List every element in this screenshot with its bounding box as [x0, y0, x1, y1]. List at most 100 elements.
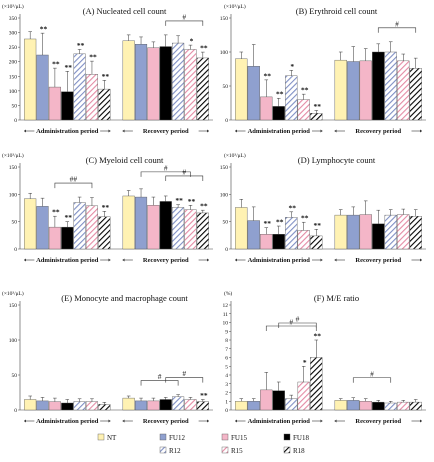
y-tick-label: 0	[225, 247, 228, 253]
bar	[184, 209, 197, 250]
bar	[73, 202, 86, 250]
y-tick-label: 1	[225, 399, 228, 405]
bar	[285, 217, 298, 250]
group-label: Administration period	[248, 418, 311, 425]
bar	[85, 205, 99, 250]
significance-star: **	[301, 86, 309, 95]
bar	[24, 198, 37, 250]
bar	[85, 74, 99, 121]
y-tick-label: 250	[9, 45, 18, 51]
bar	[24, 399, 37, 411]
significance-star: **	[65, 63, 73, 72]
significance-star: **	[102, 203, 110, 212]
period-arrow-right	[320, 419, 323, 423]
bar	[147, 400, 160, 411]
group-label: Recovery period	[355, 257, 401, 264]
chart-title: (C) Myeloid cell count	[86, 155, 164, 165]
period-arrow-left	[122, 258, 125, 262]
period-arrow-left	[334, 419, 337, 423]
y-tick-label: 150	[220, 16, 229, 22]
y-tick-label: 50	[12, 103, 18, 109]
bar	[347, 61, 360, 121]
significance-hash: #	[296, 315, 300, 324]
y-unit-label: (×10³/μL)	[2, 290, 24, 297]
y-tick-label: 100	[9, 192, 18, 198]
significance-star: **	[65, 213, 73, 222]
bar	[409, 68, 422, 121]
legend-swatch	[221, 446, 229, 454]
significance-star: **	[175, 196, 183, 205]
bar	[147, 47, 160, 121]
legend-swatch	[159, 433, 167, 441]
bar	[134, 44, 148, 121]
y-tick-label: 50	[223, 84, 229, 90]
chart-panel: (B) Erythroid cell count (×10³/μL) 0 50 100 1…	[220, 3, 426, 135]
y-tick-label: 0	[14, 118, 17, 124]
period-arrow-left	[24, 258, 26, 262]
significance-hash: #	[182, 12, 186, 21]
bar	[297, 230, 310, 250]
significance-star: *	[290, 62, 294, 71]
y-tick-label: 100	[9, 338, 18, 344]
significance-bracket	[352, 377, 392, 383]
bar	[134, 400, 148, 411]
significance-star: **	[264, 71, 272, 80]
significance-hash: ##	[70, 175, 78, 184]
group-label: Administration period	[248, 128, 311, 135]
chart-title: (B) Erythroid cell count	[296, 6, 378, 16]
y-tick-label: 350	[9, 16, 18, 22]
bar	[372, 223, 385, 250]
significance-star: **	[314, 102, 322, 111]
group-label: Administration period	[36, 257, 99, 264]
bar	[184, 399, 197, 411]
y-tick-label: 10	[223, 321, 229, 327]
chart-panel: (E) Monocyte and macrophage count (×10³/μ…	[2, 290, 213, 425]
y-unit-label: (×10³/μL)	[2, 152, 24, 159]
significance-star: **	[264, 219, 272, 228]
y-tick-label: 7	[225, 347, 228, 353]
bar	[122, 397, 135, 411]
significance-hash: #	[370, 369, 374, 378]
y-tick-label: 100	[220, 50, 229, 56]
bar	[372, 51, 385, 121]
bar	[98, 216, 111, 250]
bar	[196, 212, 209, 250]
legend-label: NT	[107, 434, 117, 442]
y-tick-label: 150	[9, 165, 18, 171]
significance-star: **	[52, 60, 60, 69]
group-label: Administration period	[248, 257, 311, 264]
bar	[285, 75, 298, 121]
significance-star: **	[276, 218, 284, 227]
period-arrow-right	[207, 419, 209, 423]
group-label: Recovery period	[143, 418, 189, 425]
period-arrow-left	[24, 419, 26, 423]
y-unit-label: (×10³/μL)	[224, 152, 246, 159]
bar	[36, 206, 49, 250]
significance-star: **	[52, 208, 60, 217]
significance-bracket	[165, 20, 204, 26]
legend-label: FU18	[293, 434, 309, 442]
y-tick-label: 0	[14, 247, 17, 253]
y-tick-label: 6	[225, 356, 228, 362]
legend-label: R12	[169, 447, 181, 455]
bar	[172, 207, 185, 250]
significance-bracket	[140, 171, 191, 177]
bar	[159, 201, 172, 250]
chart-title: (E) Monocyte and macrophage count	[61, 293, 188, 303]
period-arrow-right	[320, 258, 323, 262]
bar	[397, 401, 410, 411]
period-arrow-left	[334, 129, 337, 133]
chart-title: (D) Lymphocyte count	[298, 155, 376, 165]
y-tick-label: 12	[223, 303, 229, 309]
significance-bracket	[377, 27, 417, 33]
significance-hash: #	[164, 163, 168, 172]
period-arrow-right	[420, 129, 422, 133]
y-tick-label: 50	[223, 220, 229, 226]
bar	[272, 390, 285, 411]
bar	[347, 400, 360, 411]
bar	[196, 57, 209, 121]
legend-label: R18	[293, 447, 305, 455]
bar	[359, 401, 372, 411]
bar	[24, 38, 37, 121]
